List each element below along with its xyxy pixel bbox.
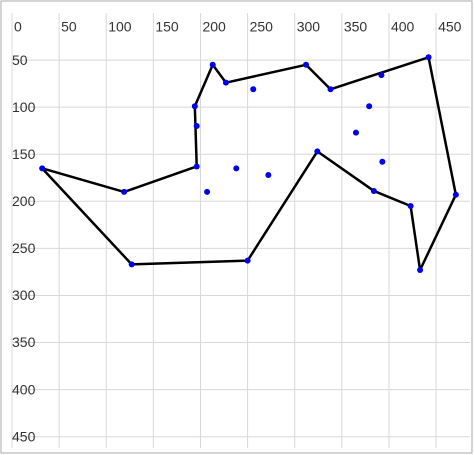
x-tick-label: 150 [155, 19, 179, 35]
point [128, 261, 135, 268]
point [352, 129, 359, 136]
point [222, 79, 229, 86]
point [378, 72, 385, 79]
x-tick-label: 50 [61, 19, 77, 35]
point [303, 61, 310, 68]
point [425, 54, 432, 61]
point [39, 165, 46, 172]
y-tick-label: 300 [12, 287, 36, 303]
y-tick-label: 150 [12, 146, 36, 162]
point [121, 188, 128, 195]
x-tick-label: 350 [344, 19, 368, 35]
y-tick-label: 50 [12, 52, 28, 68]
point [265, 171, 272, 178]
point [417, 267, 424, 274]
x-tick-label: 100 [108, 19, 132, 35]
point [366, 103, 373, 110]
x-tick-label: 400 [391, 19, 415, 35]
point [370, 187, 377, 194]
x-tick-label: 0 [14, 19, 22, 35]
point [193, 163, 200, 170]
point [452, 191, 459, 198]
grid: 0 50 100 150 200 250 300 350 400 450 50 100 150 200 25… [11, 13, 470, 448]
point [314, 148, 321, 155]
point [379, 158, 386, 165]
y-tick-label: 250 [12, 240, 36, 256]
y-tick-label: 350 [12, 334, 36, 350]
x-tick-label: 450 [438, 19, 462, 35]
x-tick-label: 250 [250, 19, 274, 35]
x-tick-label: 200 [202, 19, 226, 35]
y-tick-label: 450 [12, 428, 36, 444]
point [191, 103, 198, 110]
marks [39, 54, 459, 274]
point [233, 165, 240, 172]
point [193, 122, 200, 129]
point [327, 86, 334, 93]
point [204, 188, 211, 195]
y-tick-label: 400 [12, 381, 36, 397]
point [244, 257, 251, 264]
y-tick-label: 100 [12, 99, 36, 115]
x-tick-label: 300 [297, 19, 321, 35]
point [209, 61, 216, 68]
point [407, 203, 414, 210]
y-tick-label: 200 [12, 193, 36, 209]
point [250, 86, 257, 93]
